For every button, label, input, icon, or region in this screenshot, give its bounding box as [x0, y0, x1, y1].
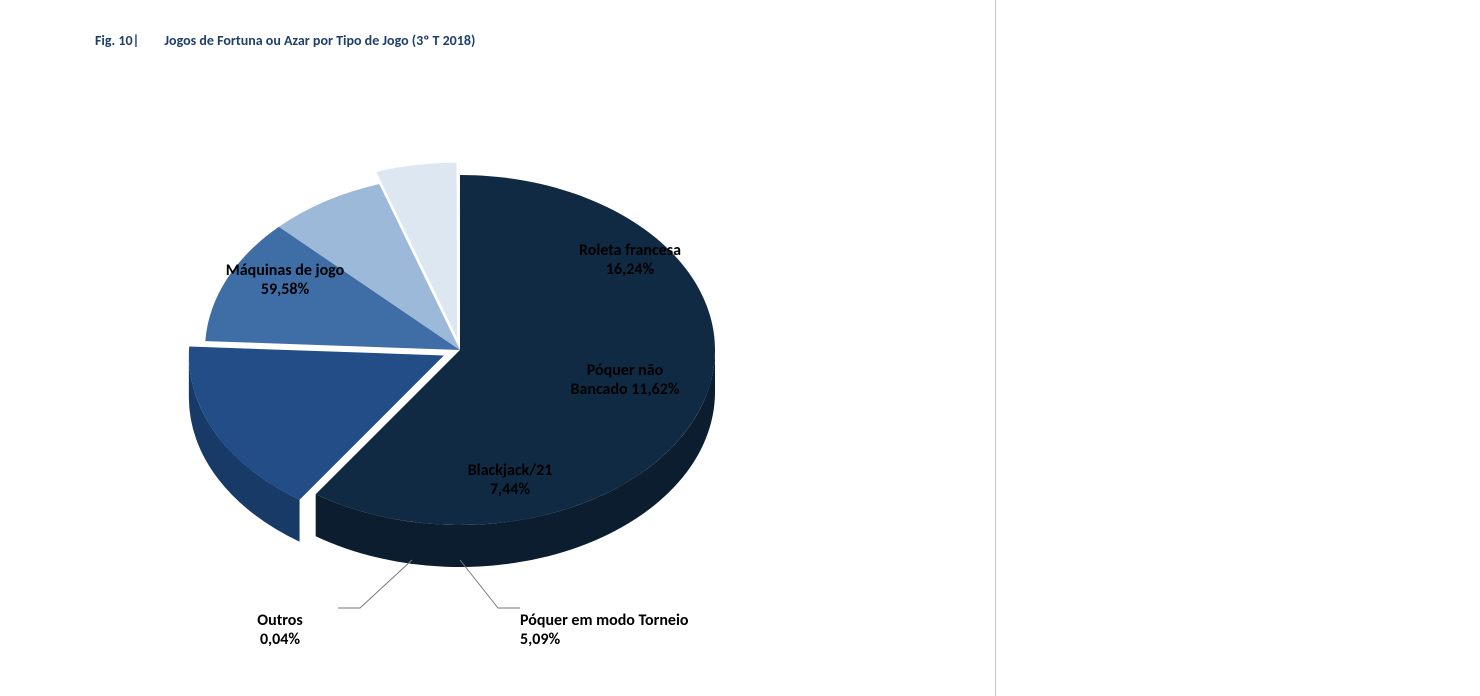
- page: Fig. 10| Jogos de Fortuna ou Azar por Ti…: [0, 0, 1480, 696]
- figure-number: Fig. 10|: [95, 32, 139, 49]
- pie-tops: [189, 163, 715, 525]
- pie-chart: Máquinas de jogo59,58%Roleta francesa16,…: [60, 60, 960, 680]
- chart-title: Fig. 10| Jogos de Fortuna ou Azar por Ti…: [95, 32, 475, 49]
- label-poquer-torneio: Póquer em modo Torneio5,09%: [520, 611, 689, 649]
- label-outros: Outros0,04%: [257, 611, 302, 649]
- pie-svg: Máquinas de jogo59,58%Roleta francesa16,…: [60, 60, 960, 680]
- figure-caption: Jogos de Fortuna ou Azar por Tipo de Jog…: [164, 32, 475, 49]
- leader-outros: [338, 560, 412, 608]
- leader-poquer-torneio: [460, 560, 520, 608]
- vertical-divider: [995, 0, 996, 696]
